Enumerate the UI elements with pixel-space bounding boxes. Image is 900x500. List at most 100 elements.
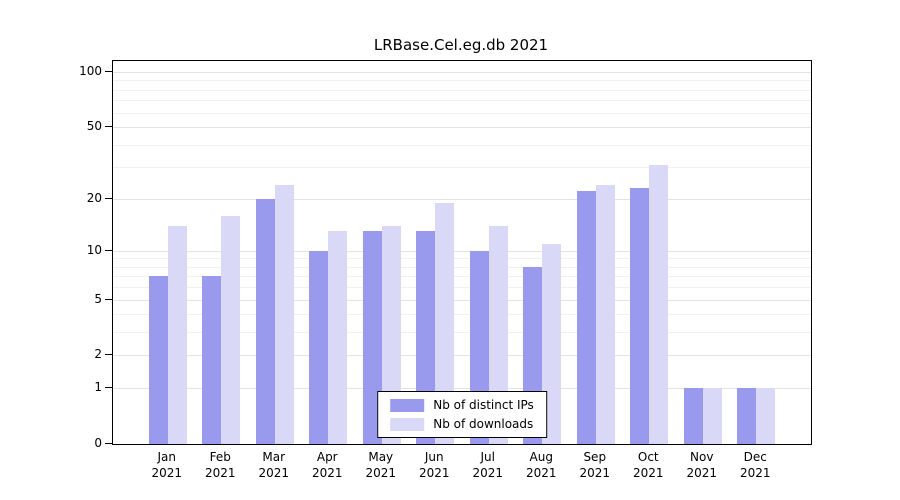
minor-gridline xyxy=(113,80,811,82)
x-tick-label: Feb 2021 xyxy=(193,449,247,481)
bar xyxy=(255,198,275,444)
x-tick-year: 2021 xyxy=(472,466,504,480)
x-tick-month: Dec xyxy=(743,450,767,464)
y-tick-mark xyxy=(105,387,112,389)
y-tick-label: 20 xyxy=(86,190,102,205)
x-tick-month: Feb xyxy=(209,450,231,464)
x-tick-year: 2021 xyxy=(525,466,557,480)
y-tick-label: 1 xyxy=(94,380,102,395)
x-tick-month: Apr xyxy=(316,450,338,464)
x-tick-label: Apr 2021 xyxy=(300,449,354,481)
bar xyxy=(381,225,401,444)
bar xyxy=(683,388,703,444)
bar xyxy=(756,388,776,444)
bar xyxy=(702,388,722,444)
bar xyxy=(542,243,562,444)
minor-gridline xyxy=(113,100,811,102)
x-tick-year: 2021 xyxy=(686,466,718,480)
major-gridline xyxy=(113,72,811,73)
x-tick-year: 2021 xyxy=(365,466,397,480)
minor-gridline xyxy=(113,266,811,268)
y-tick-mark xyxy=(105,249,112,251)
x-tick-year: 2021 xyxy=(418,466,450,480)
x-tick-month: Mar xyxy=(262,450,286,464)
x-tick-year: 2021 xyxy=(632,466,664,480)
bar xyxy=(737,388,757,444)
minor-gridline xyxy=(113,167,811,169)
major-gridline xyxy=(113,388,811,390)
plot-area: Nb of distinct IPs Nb of downloads xyxy=(112,60,812,445)
legend-swatch-downloads xyxy=(390,417,425,431)
minor-gridline xyxy=(113,314,811,316)
bar xyxy=(274,184,294,444)
x-tick-year: 2021 xyxy=(311,466,343,480)
minor-gridline xyxy=(113,332,811,334)
y-tick-label: 2 xyxy=(94,347,102,362)
major-gridline xyxy=(113,198,811,200)
bar xyxy=(328,231,348,444)
major-gridline xyxy=(113,127,811,129)
legend-label-downloads: Nb of downloads xyxy=(433,417,534,431)
major-gridline xyxy=(113,355,811,357)
major-gridline xyxy=(113,250,811,252)
legend-item-distinct-ips: Nb of distinct IPs xyxy=(390,398,534,412)
x-tick-label: Jun 2021 xyxy=(407,449,461,481)
x-tick-month: Nov xyxy=(690,450,714,464)
minor-gridline xyxy=(113,89,811,91)
major-gridline xyxy=(113,299,811,301)
bar xyxy=(167,225,187,444)
bar xyxy=(221,215,241,444)
x-tick-month: Oct xyxy=(637,450,659,464)
x-tick-year: 2021 xyxy=(204,466,236,480)
bar xyxy=(148,276,168,444)
y-tick-label: 0 xyxy=(94,436,102,450)
y-tick-mark xyxy=(105,354,112,356)
x-tick-label: May 2021 xyxy=(354,449,408,481)
x-tick-month: Jul xyxy=(480,450,495,464)
bar xyxy=(416,231,436,444)
minor-gridline xyxy=(113,287,811,289)
y-tick-mark xyxy=(105,71,112,72)
bar xyxy=(630,187,650,444)
y-tick-mark xyxy=(105,298,112,300)
x-tick-year: 2021 xyxy=(258,466,290,480)
x-tick-month: Aug xyxy=(529,450,553,464)
legend-label-distinct-ips: Nb of distinct IPs xyxy=(433,398,534,412)
x-tick-year: 2021 xyxy=(739,466,771,480)
minor-gridline xyxy=(113,112,811,114)
y-tick-label: 10 xyxy=(86,242,102,257)
x-tick-year: 2021 xyxy=(579,466,611,480)
x-tick-month: Jun xyxy=(424,450,444,464)
bars-layer xyxy=(113,61,811,444)
x-tick-label: Mar 2021 xyxy=(247,449,301,481)
x-tick-label: Oct 2021 xyxy=(621,449,675,481)
bar xyxy=(595,184,615,444)
bar xyxy=(202,276,222,444)
x-tick-year: 2021 xyxy=(151,466,183,480)
x-tick-label: Jul 2021 xyxy=(461,449,515,481)
x-tick-label: Dec 2021 xyxy=(728,449,782,481)
bar xyxy=(435,202,455,444)
gridlines xyxy=(113,61,811,444)
y-tick-mark xyxy=(105,126,112,128)
y-tick-label: 5 xyxy=(94,291,102,306)
legend: Nb of distinct IPs Nb of downloads xyxy=(377,391,547,438)
minor-gridline xyxy=(113,276,811,278)
chart-title: LRBase.Cel.eg.db 2021 xyxy=(373,36,549,54)
legend-swatch-distinct-ips xyxy=(390,398,425,412)
x-tick-label: Sep 2021 xyxy=(568,449,622,481)
y-tick-label: 50 xyxy=(86,119,102,134)
y-tick-mark xyxy=(105,197,112,199)
x-tick-month: May xyxy=(368,450,394,464)
bar xyxy=(488,225,508,444)
bar xyxy=(576,191,596,444)
x-tick-label: Aug 2021 xyxy=(514,449,568,481)
minor-gridline xyxy=(113,258,811,260)
x-tick-month: Jan xyxy=(157,450,177,464)
y-tick-label: 100 xyxy=(79,64,102,78)
x-tick-label: Jan 2021 xyxy=(140,449,194,481)
minor-gridline xyxy=(113,144,811,146)
bar xyxy=(309,250,329,444)
bar xyxy=(649,164,669,444)
x-tick-label: Nov 2021 xyxy=(675,449,729,481)
